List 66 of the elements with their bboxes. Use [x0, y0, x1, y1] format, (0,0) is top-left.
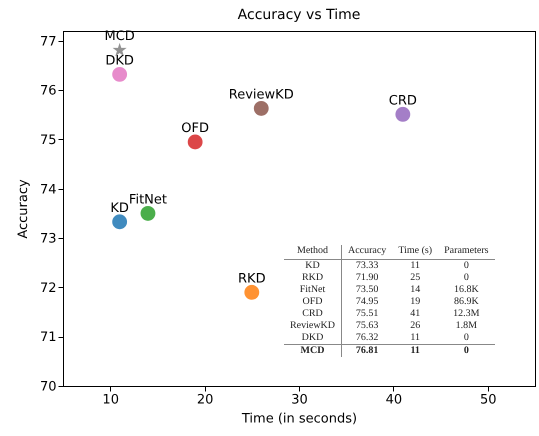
y-tick-label: 70 — [40, 380, 56, 394]
point — [254, 101, 269, 116]
annotation: 76.32 — [354, 332, 380, 344]
y-tick-label: 74 — [40, 182, 56, 198]
y-axis-title: Accuracy — [16, 179, 31, 239]
series-label: OFD — [181, 120, 210, 136]
point — [395, 106, 410, 122]
y-tick-label: 76 — [40, 84, 56, 99]
point — [244, 284, 260, 300]
annotation: 19 — [409, 296, 422, 308]
annotation: 14 — [409, 284, 422, 296]
series-label: FitNet — [128, 192, 167, 208]
annotation: KD — [284, 260, 342, 272]
x-tick-label: 30 — [291, 392, 308, 408]
annotation: DKD — [284, 332, 342, 344]
chart-title: Accuracy vs Time — [238, 7, 360, 24]
annotation: 75.63 — [354, 320, 380, 332]
annotation: 73.50 — [354, 284, 380, 296]
annotation: 12.3M — [452, 308, 481, 320]
annotation: FitNet — [284, 284, 342, 296]
annotation: 76.81 — [342, 344, 392, 357]
x-tick-label: 50 — [480, 392, 497, 408]
y-tick-label: 72 — [40, 280, 56, 296]
annotation: CRD — [284, 308, 342, 320]
x-axis-title: Time (in seconds) — [240, 412, 358, 426]
point — [112, 214, 128, 230]
annotation: Time (s) — [392, 245, 438, 260]
annotation: 0 — [462, 272, 470, 284]
annotation: 73.33 — [354, 260, 380, 272]
annotation: 11 — [409, 332, 422, 344]
annotation: 11 — [409, 260, 422, 272]
annotation: 0 — [462, 260, 470, 272]
annotation: MCD — [284, 344, 342, 357]
y-tick-label: 77 — [40, 34, 56, 50]
annotation: 75.51 — [354, 308, 380, 320]
annotation: Accuracy — [342, 245, 392, 260]
annotation: 11 — [392, 344, 438, 357]
point — [112, 66, 128, 82]
annotation: 25 — [409, 272, 422, 284]
series-label: RKD — [238, 271, 266, 286]
annotation: Parameters — [438, 245, 495, 260]
y-tick-label: 73 — [40, 232, 56, 247]
annotation: 71.90 — [354, 272, 380, 284]
annotation: 74.95 — [354, 296, 380, 308]
series-label: DKD — [105, 53, 134, 68]
y-tick-label: 75 — [40, 132, 56, 148]
point — [140, 206, 156, 221]
annotation: Method — [284, 245, 342, 260]
annotation: RKD — [284, 272, 342, 284]
annotation: 1.8M — [454, 320, 478, 332]
series-label: ReviewKD — [228, 87, 294, 102]
x-tick-label: 10 — [102, 392, 119, 408]
annotation: 0 — [438, 344, 495, 357]
annotation: OFD — [284, 296, 342, 308]
annotation: 86.9K — [452, 296, 480, 308]
annotation: ReviewKD — [284, 320, 342, 332]
annotation: 41 — [409, 308, 422, 320]
y-tick-label: 71 — [40, 330, 56, 346]
x-tick-label: 20 — [196, 392, 214, 408]
annotation: 26 — [409, 320, 422, 332]
annotation: 16.8K — [452, 284, 480, 296]
x-tick-label: 40 — [386, 392, 402, 408]
point — [188, 134, 203, 150]
annotation: 0 — [462, 332, 470, 344]
series-label: CRD — [388, 93, 417, 108]
series-label: KD — [110, 200, 129, 216]
